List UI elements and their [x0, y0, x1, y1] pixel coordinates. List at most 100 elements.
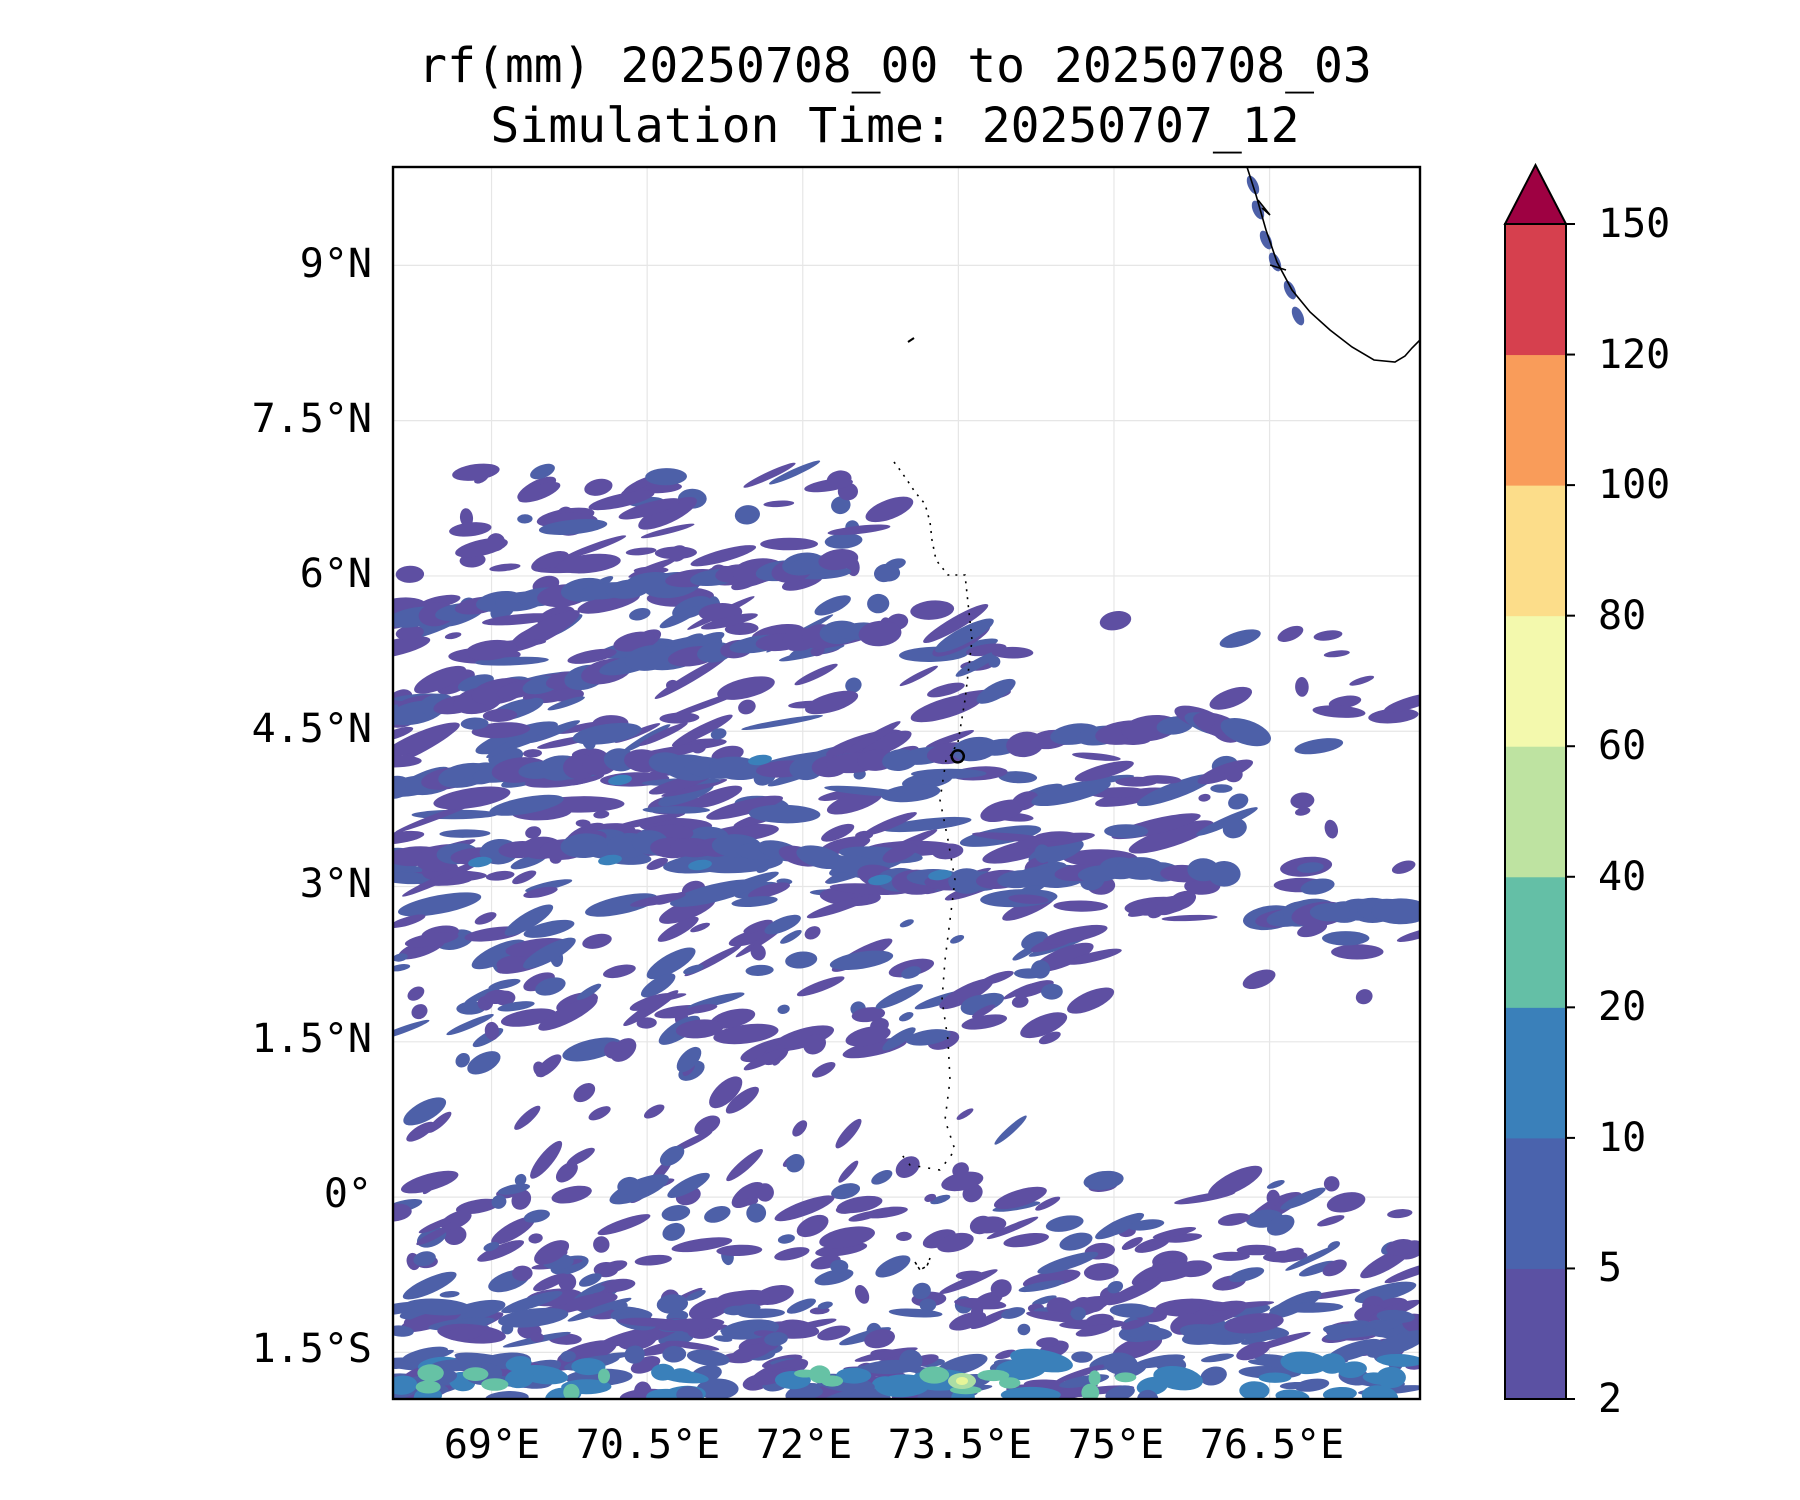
rain-cell: [642, 806, 710, 814]
rain-cell: [709, 1076, 743, 1109]
rain-cell: [845, 1026, 891, 1047]
lon-tick-label: 73.5°E: [887, 1422, 1033, 1468]
rain-cell: [1366, 1330, 1420, 1358]
rain-cell: [898, 1012, 914, 1022]
lon-tick-label: 72°E: [755, 1422, 853, 1468]
rain-cell: [1242, 969, 1276, 990]
rain-cell: [417, 1364, 444, 1382]
rain-cell: [622, 724, 671, 753]
rain-cell: [806, 896, 869, 919]
rain-cell: [821, 1375, 844, 1387]
rain-cell: [930, 1194, 951, 1205]
rain-cell: [1361, 1385, 1399, 1399]
rain-cell: [1083, 1263, 1119, 1281]
rain-cell: [501, 1291, 563, 1314]
rain-cell: [731, 1181, 765, 1209]
rain-cell: [780, 929, 802, 944]
map-subtitle: Simulation Time: 20250707_12: [490, 98, 1300, 154]
rain-cell: [1200, 1366, 1227, 1386]
rain-cell: [414, 665, 467, 694]
rain-cell: [563, 1383, 580, 1399]
rain-cell: [556, 553, 621, 574]
rain-cell: [731, 1343, 772, 1361]
rain-cell: [830, 1259, 849, 1274]
rain-cell: [769, 460, 821, 485]
rain-cell: [1081, 1383, 1100, 1399]
rain-cell: [858, 620, 902, 647]
rain-cell: [998, 771, 1038, 784]
rain-cell: [1349, 675, 1375, 686]
rain-cell: [547, 696, 585, 711]
rain-cell: [572, 722, 642, 745]
rain-cell: [406, 1121, 435, 1142]
rain-cell: [743, 919, 773, 934]
rain-cell: [1031, 779, 1111, 807]
rain-cell: [1201, 1353, 1234, 1363]
rain-cell: [538, 997, 598, 1031]
rain-cell: [593, 1236, 610, 1253]
rain-cell: [1010, 1348, 1073, 1373]
rain-cell: [567, 1297, 632, 1322]
rain-cell: [514, 1173, 527, 1186]
lon-tick-label: 70.5°E: [575, 1422, 721, 1468]
rain-cell: [484, 1021, 500, 1041]
rain-cell: [518, 482, 561, 503]
rain-cell: [786, 1153, 805, 1173]
rain-cell: [1008, 894, 1049, 904]
rain-cell: [735, 928, 782, 958]
rain-cell: [1277, 625, 1304, 642]
rain-cell: [640, 523, 695, 539]
rain-cell: [588, 490, 655, 511]
colorbar-tick-label: 10: [1598, 1114, 1647, 1161]
rain-cell: [706, 795, 783, 820]
rain-cell: [1220, 718, 1271, 747]
rain-cell: [657, 916, 699, 942]
rain-cell: [1104, 1219, 1132, 1236]
rain-cell: [683, 964, 704, 975]
rain-cell: [924, 1193, 937, 1202]
rain-cell: [919, 1366, 950, 1384]
rain-cell: [1014, 968, 1044, 979]
rain-cell: [630, 892, 686, 907]
rain-cell: [629, 607, 651, 621]
lon-tick-label: 69°E: [443, 1422, 541, 1468]
rain-cell: [792, 1120, 808, 1137]
rain-cell: [1322, 1386, 1357, 1399]
rain-cell: [395, 625, 424, 641]
rain-cell: [865, 496, 914, 523]
rain-cell: [474, 912, 497, 925]
rain-cell: [512, 870, 537, 885]
rain-cell: [504, 904, 554, 936]
rain-cell: [748, 754, 772, 766]
rain-cell: [970, 1308, 1012, 1329]
rain-cell: [1276, 1247, 1304, 1263]
rain-cell: [899, 1349, 923, 1372]
rain-cell: [1067, 987, 1115, 1014]
rain-cell: [1229, 1267, 1265, 1283]
rain-cell: [896, 1231, 912, 1242]
rain-cell: [585, 893, 658, 917]
rain-cell: [445, 1325, 485, 1341]
rain-cell: [1285, 1244, 1340, 1271]
colorbar-segment: [1505, 224, 1566, 356]
rain-cell: [685, 1290, 706, 1301]
rain-cell: [578, 1273, 602, 1287]
rain-cell: [1153, 1365, 1203, 1391]
rain-cell: [1266, 1189, 1281, 1206]
rain-cell: [763, 500, 795, 508]
rain-cell: [555, 1161, 578, 1183]
rain-cell: [618, 498, 681, 520]
rain-cell: [1323, 1323, 1378, 1338]
rain-cell: [666, 679, 679, 691]
rain-cell: [811, 1061, 836, 1078]
rain-cell: [1322, 1259, 1347, 1277]
rain-cell: [1208, 1301, 1275, 1311]
rain-cell: [882, 816, 972, 833]
rain-cell: [845, 677, 862, 693]
rain-cell: [1018, 1280, 1065, 1293]
rain-cell: [1152, 1227, 1197, 1239]
rain-cell: [939, 978, 994, 1010]
rain-cell: [531, 551, 570, 572]
rain-cell: [582, 933, 612, 949]
